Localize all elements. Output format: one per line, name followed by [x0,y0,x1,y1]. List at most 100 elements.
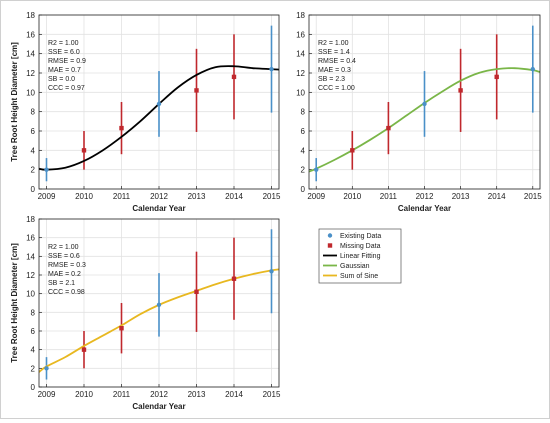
stat-text: SB = 2.3 [318,76,345,83]
x-axis-label: Calendar Year [132,402,185,411]
missing-data-point [231,276,237,281]
legend-square-icon [327,243,333,248]
y-tick-label: 18 [26,11,35,20]
x-tick-label: 2010 [75,192,93,201]
stat-text: RMSE = 0.3 [48,262,86,269]
y-tick-label: 6 [31,327,36,336]
x-tick-label: 2009 [307,192,325,201]
legend-dot-icon [327,233,333,238]
missing-data-point [119,326,124,331]
x-tick-label: 2013 [452,192,470,201]
existing-data-point [44,366,49,371]
chart-panel-top-right: 0 2 4 6 8 10 12 14 16 18 2009 2010 2011 2012 2013 2014 2… [296,11,542,213]
y-tick-label: 4 [31,146,36,155]
x-tick-label: 2011 [113,390,131,399]
existing-data-point [156,302,162,308]
missing-data-point [119,125,124,131]
missing-data-point [231,74,237,80]
y-tick-label: 8 [301,108,306,117]
stat-text: MAE = 0.7 [48,67,81,74]
legend-label: Gaussian [340,263,370,270]
stat-text: CCC = 0.98 [48,289,85,296]
stat-text: RMSE = 0.4 [318,58,356,65]
y-tick-label: 6 [301,127,306,136]
existing-data-point [314,167,319,172]
chart-panel-top-left: 0 2 4 6 8 10 12 14 16 18 2009 2010 2011 2012 2013 2014 2… [10,11,281,213]
plot-frame [308,14,541,190]
y-tick-label: 2 [31,166,36,175]
legend-item: Gaussian [323,263,370,270]
x-tick-label: 2014 [225,390,243,399]
y-tick-label: 10 [26,290,35,299]
missing-data-point [194,88,199,93]
plot-frame [38,218,280,388]
y-tick-label: 0 [31,383,36,392]
y-tick-label: 12 [296,69,305,78]
y-tick-label: 10 [296,88,305,97]
stat-text: MAE = 0.3 [318,67,351,74]
stat-text: R2 = 1.00 [318,40,349,47]
legend-item: Linear Fitting [323,253,381,260]
y-tick-label: 4 [31,346,36,355]
missing-data-point [386,125,391,131]
x-tick-label: 2010 [75,390,93,399]
y-tick-label: 16 [26,234,35,243]
y-tick-label: 14 [26,252,35,261]
legend: Existing Data Missing Data Linear Fitting G… [318,228,402,284]
x-tick-label: 2015 [524,192,542,201]
stat-text: MAE = 0.2 [48,271,81,278]
missing-data-point [194,289,199,294]
legend-item: Missing Data [327,243,381,250]
y-tick-label: 14 [26,50,35,59]
y-tick-label: 16 [296,30,305,39]
x-tick-label: 2013 [188,192,206,201]
x-tick-label: 2015 [263,390,281,399]
x-tick-label: 2009 [38,192,56,201]
stat-text: SB = 2.1 [48,280,75,287]
x-tick-label: 2012 [150,192,168,201]
x-tick-label: 2015 [263,192,281,201]
missing-data-point [494,74,499,80]
stat-text: CCC = 0.97 [48,85,85,92]
stat-text: RMSE = 0.9 [48,58,86,65]
existing-data-point [156,101,162,107]
existing-data-point [269,66,274,72]
y-tick-label: 12 [26,271,35,280]
y-tick-label: 0 [31,185,36,194]
y-tick-label: 2 [31,364,36,373]
y-tick-label: 6 [31,127,36,136]
x-tick-label: 2013 [188,390,206,399]
stat-text: R2 = 1.00 [48,40,79,47]
existing-data-point [530,66,535,72]
x-tick-label: 2011 [113,192,131,201]
missing-data-point [81,347,87,352]
legend-item: Existing Data [327,233,381,240]
missing-data-point [81,148,87,153]
stat-text: CCC = 1.00 [318,85,355,92]
x-tick-label: 2014 [488,192,506,201]
y-axis-label: Tree Root Height Diameter [cm] [10,42,19,162]
existing-data-point [269,269,274,274]
chart-panel-bottom-left: 0 2 4 6 8 10 12 14 16 18 2009 2010 2011 2012 2013 2014 2… [10,215,281,411]
y-tick-label: 4 [301,146,306,155]
y-tick-label: 0 [301,185,306,194]
stat-text: SB = 0.0 [48,76,75,83]
x-tick-label: 2014 [225,192,243,201]
stat-text: SSE = 6.0 [48,49,80,56]
legend-label: Sum of Sine [340,273,378,280]
y-tick-label: 8 [31,108,36,117]
y-tick-label: 2 [301,166,306,175]
y-tick-label: 10 [26,88,35,97]
y-tick-label: 16 [26,30,35,39]
y-tick-label: 14 [296,50,305,59]
plot-frame [38,14,280,190]
missing-data-point [458,88,463,93]
legend-label: Existing Data [340,233,381,240]
y-axis-label: Tree Root Height Diameter [cm] [10,243,19,363]
stat-text: SSE = 1.4 [318,49,350,56]
legend-label: Linear Fitting [340,253,381,260]
stat-text: R2 = 1.00 [48,244,79,251]
x-axis-label: Calendar Year [132,204,185,213]
y-tick-label: 18 [296,11,305,20]
